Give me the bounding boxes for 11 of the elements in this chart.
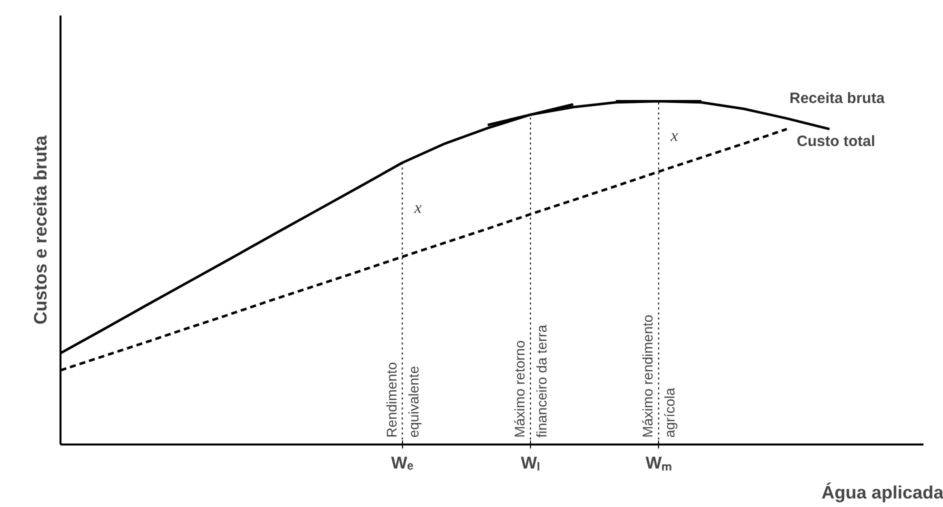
x-tick-label: Wₘ	[646, 454, 672, 472]
x-tick-label: Wₑ	[391, 454, 414, 472]
series-label: Receita bruta	[790, 90, 886, 108]
annotation: x	[413, 198, 422, 218]
ref-line-label: Máximo rendimento agrícola	[640, 314, 678, 438]
annotation: x	[670, 126, 679, 146]
ref-line-label: Rendimento equivalente	[383, 362, 422, 438]
x-tick-label: Wₗ	[520, 454, 540, 472]
y-axis-title: Custos e receita bruta	[30, 134, 50, 325]
ref-line-label: Máximo retorno financeiro da terra	[511, 324, 550, 438]
series-label: Custo total	[796, 133, 876, 150]
